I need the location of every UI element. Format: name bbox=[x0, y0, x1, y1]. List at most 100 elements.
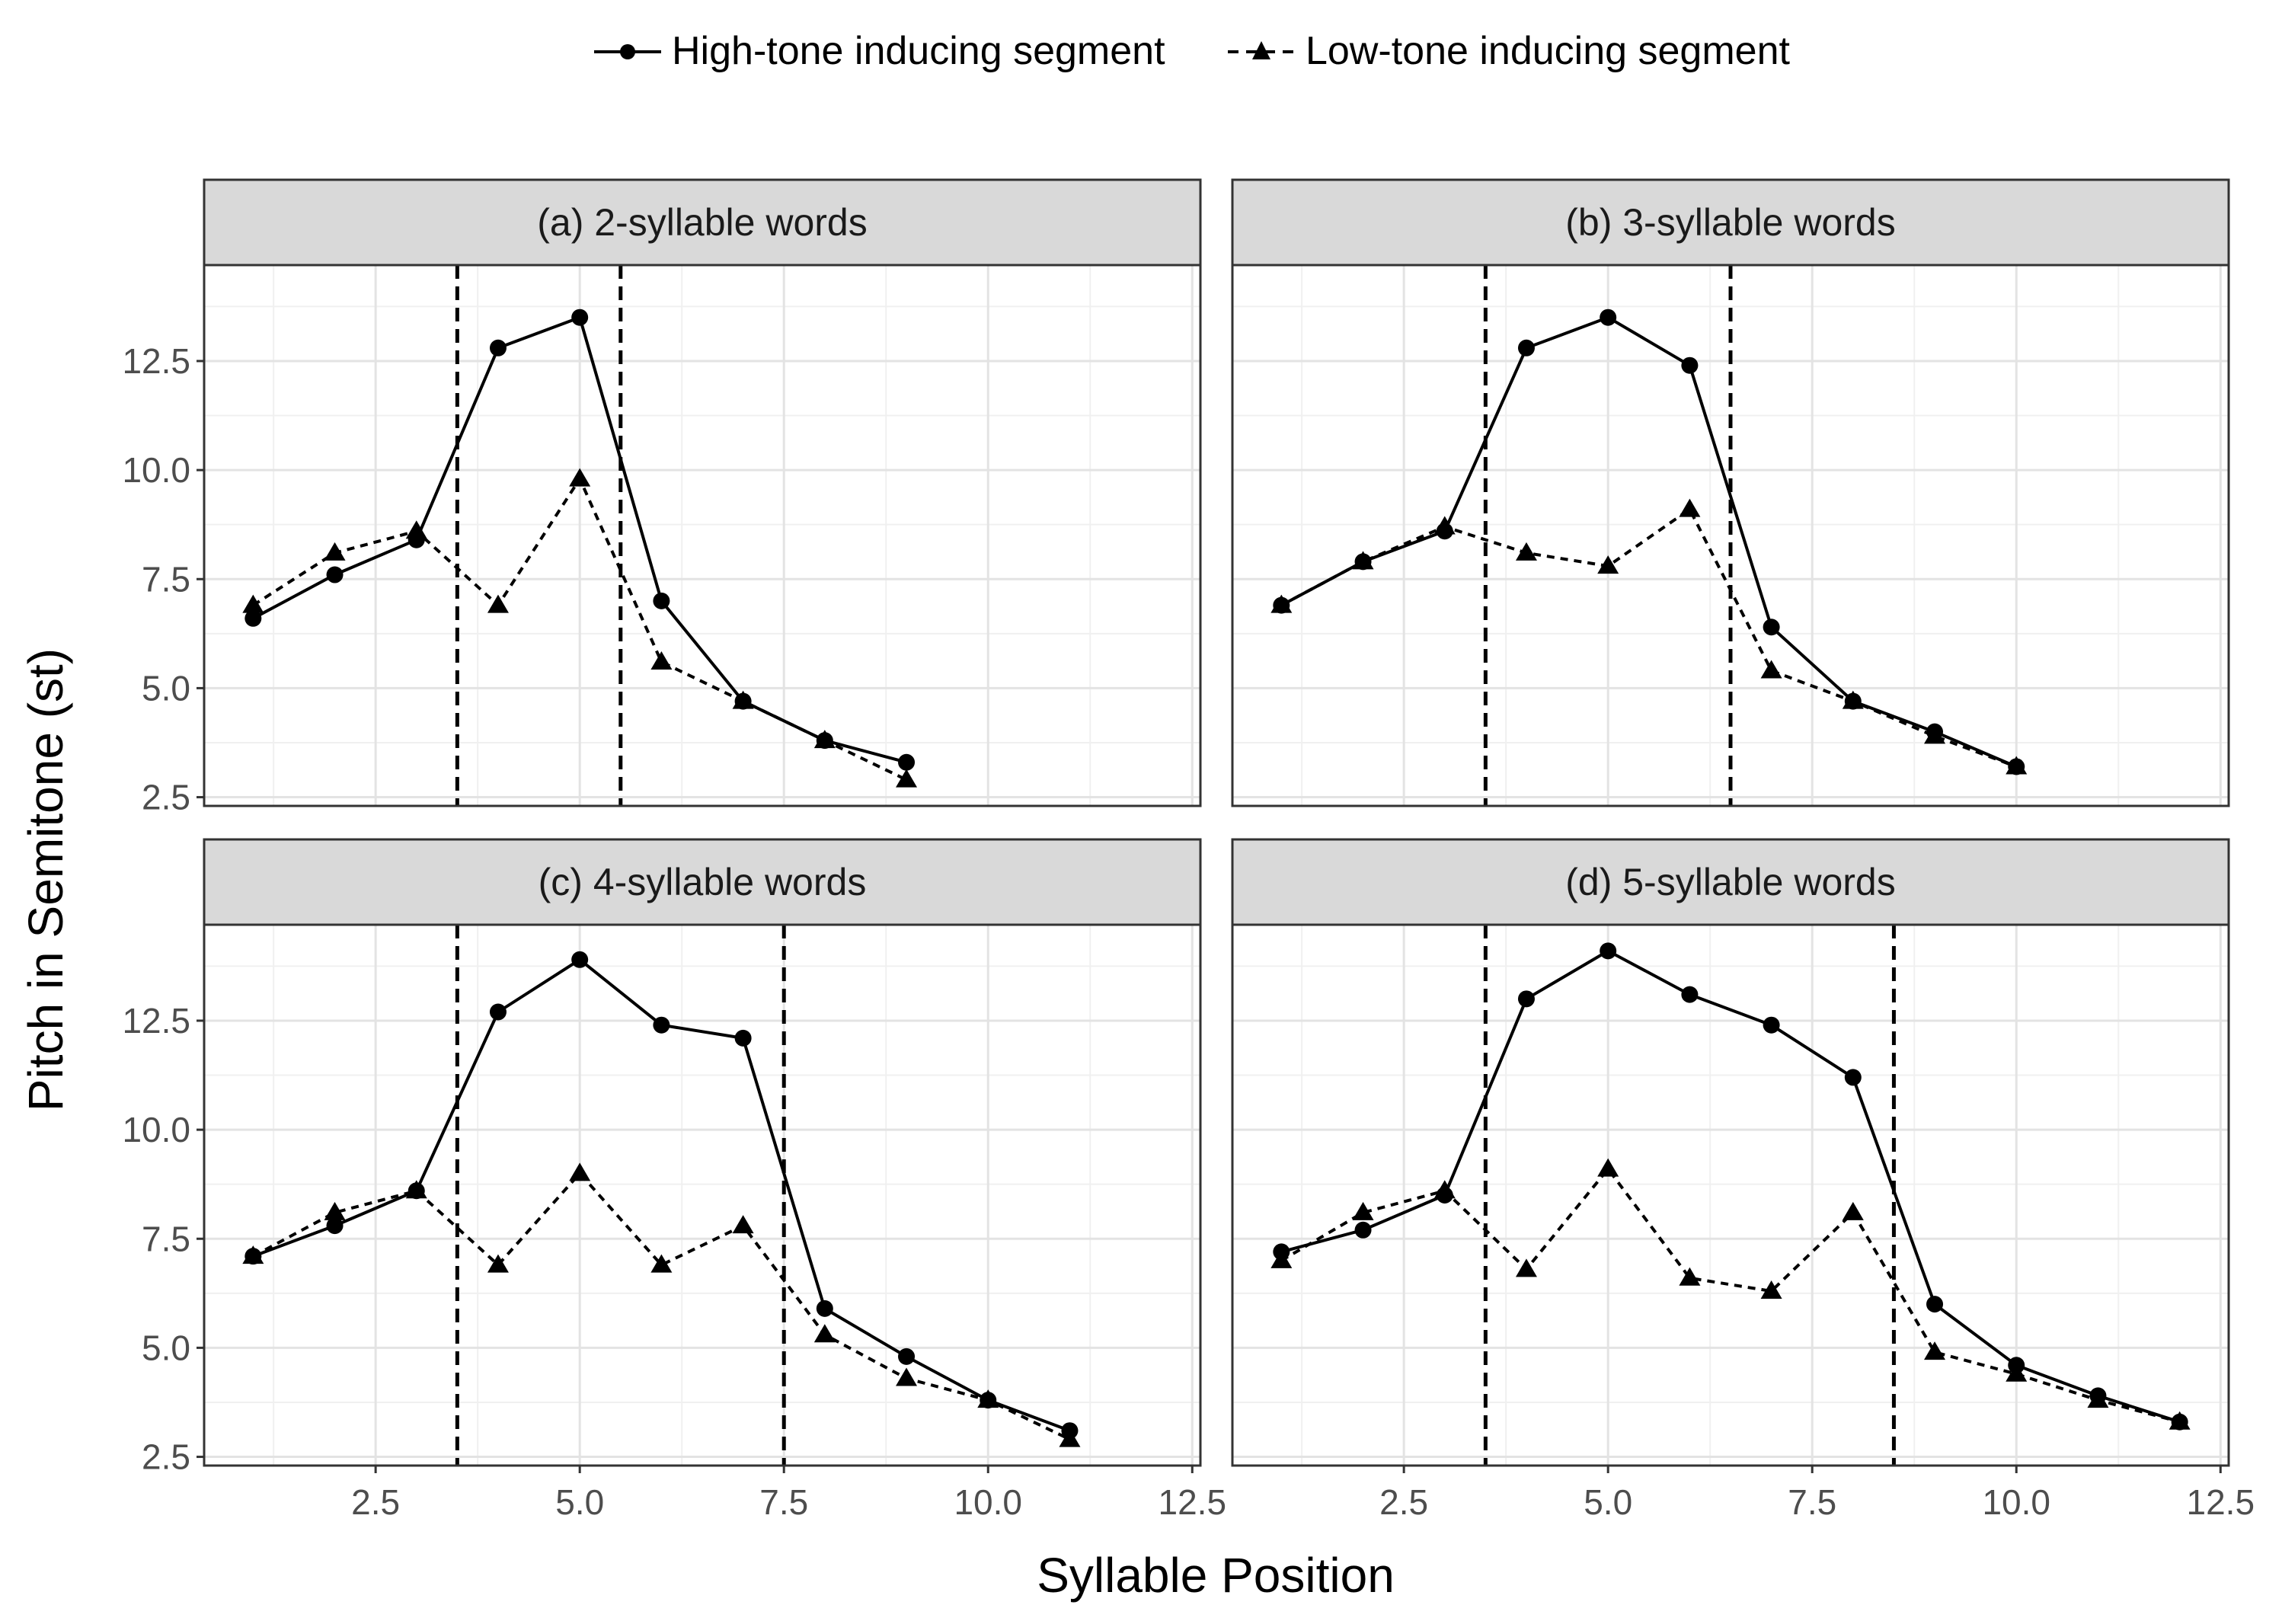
x-tick-label: 2.5 bbox=[351, 1482, 400, 1522]
point-high bbox=[1763, 1016, 1780, 1034]
point-low bbox=[1433, 516, 1456, 535]
point-low bbox=[242, 1245, 264, 1264]
y-tick-label: 7.5 bbox=[142, 559, 190, 599]
point-low bbox=[2006, 756, 2028, 775]
y-tick-label: 5.0 bbox=[142, 668, 190, 708]
panel-title: (d) 5-syllable words bbox=[1565, 861, 1895, 903]
panel-background bbox=[204, 265, 1200, 806]
point-low bbox=[1924, 1341, 1946, 1360]
y-tick-label: 2.5 bbox=[142, 1437, 190, 1477]
series-line-low bbox=[252, 1172, 1071, 1441]
point-low bbox=[732, 690, 754, 709]
point-low bbox=[405, 1180, 427, 1199]
panel-title: (b) 3-syllable words bbox=[1565, 201, 1895, 244]
point-low bbox=[324, 542, 346, 561]
legend-high-marker bbox=[620, 44, 635, 59]
panel-1: (a) 2-syllable words 2.5 5.0 7.5 10.0 12.5 bbox=[122, 178, 1202, 817]
point-low bbox=[813, 730, 836, 749]
point-high bbox=[1517, 990, 1535, 1008]
point-low bbox=[569, 1162, 591, 1181]
panel-border bbox=[1231, 264, 2230, 807]
point-low bbox=[1515, 542, 1537, 561]
point-low bbox=[732, 1215, 754, 1234]
point-high bbox=[489, 339, 507, 356]
panel-background bbox=[1232, 925, 2229, 1466]
point-high bbox=[653, 1016, 670, 1034]
point-low bbox=[1842, 690, 1864, 709]
series-line-high bbox=[1280, 949, 2181, 1424]
panel-title: (c) 4-syllable words bbox=[539, 861, 867, 903]
x-tick-label: 10.0 bbox=[1982, 1482, 2050, 1522]
panel-2: (b) 3-syllable words bbox=[1231, 178, 2230, 807]
x-tick-label: 5.0 bbox=[1584, 1482, 1632, 1522]
panel-3: (c) 4-syllable words 2.5 5.0 7.5 10.0 12.5 2.5… bbox=[122, 838, 1227, 1522]
gridlines bbox=[204, 925, 1200, 1466]
panel-border bbox=[203, 923, 1202, 1467]
point-high bbox=[244, 609, 262, 627]
point-high bbox=[734, 1029, 752, 1047]
panel-background bbox=[204, 925, 1200, 1466]
point-high bbox=[1763, 619, 1780, 636]
point-low bbox=[1760, 1280, 1782, 1299]
point-low bbox=[1059, 1428, 1081, 1447]
point-high bbox=[816, 1300, 833, 1317]
panel-border bbox=[203, 264, 1202, 807]
panel-title: (a) 2-syllable words bbox=[537, 201, 867, 244]
point-low bbox=[2006, 1363, 2028, 1382]
point-low bbox=[813, 1324, 836, 1343]
series-line-low bbox=[1280, 1167, 2181, 1424]
point-low bbox=[1760, 660, 1782, 679]
point-high bbox=[1844, 1069, 1862, 1086]
point-low bbox=[1924, 725, 1946, 744]
point-high bbox=[1354, 1221, 1372, 1239]
y-tick-label: 7.5 bbox=[142, 1219, 190, 1258]
y-tick-label: 12.5 bbox=[122, 1001, 190, 1041]
y-tick-label: 12.5 bbox=[122, 341, 190, 381]
x-tick-label: 12.5 bbox=[1159, 1482, 1227, 1522]
panel-border bbox=[1231, 923, 2230, 1467]
point-low bbox=[1352, 551, 1374, 570]
point-low bbox=[1679, 498, 1701, 517]
point-low bbox=[650, 651, 673, 670]
point-low bbox=[1270, 1249, 1293, 1268]
point-low bbox=[1597, 555, 1619, 574]
point-low bbox=[896, 1367, 918, 1386]
point-low bbox=[1433, 1180, 1456, 1199]
gridlines bbox=[1232, 925, 2229, 1466]
point-high bbox=[326, 566, 344, 583]
panel-strip bbox=[203, 178, 1202, 267]
point-low bbox=[242, 594, 264, 613]
series-line-low bbox=[1280, 507, 2017, 769]
x-axis-title: Syllable Position bbox=[1037, 1548, 1395, 1603]
point-low bbox=[2087, 1389, 2109, 1408]
x-tick-label: 2.5 bbox=[1379, 1482, 1428, 1522]
legend: High-tone inducing segment Low-tone indu… bbox=[594, 29, 1791, 73]
legend-high-label: High-tone inducing segment bbox=[672, 29, 1165, 73]
point-high bbox=[571, 951, 589, 968]
y-tick-label: 2.5 bbox=[142, 778, 190, 817]
x-tick-label: 12.5 bbox=[2187, 1482, 2255, 1522]
panel-strip bbox=[203, 838, 1202, 926]
point-high bbox=[1681, 986, 1699, 1003]
point-low bbox=[1270, 594, 1293, 613]
point-high bbox=[898, 753, 916, 771]
point-low bbox=[2169, 1411, 2191, 1430]
point-low bbox=[1842, 1201, 1864, 1220]
y-tick-label: 10.0 bbox=[122, 450, 190, 490]
point-low bbox=[405, 520, 427, 539]
x-tick-label: 10.0 bbox=[954, 1482, 1022, 1522]
x-tick-label: 7.5 bbox=[1788, 1482, 1836, 1522]
point-low bbox=[1597, 1158, 1619, 1177]
point-high bbox=[898, 1347, 916, 1365]
x-tick-label: 7.5 bbox=[759, 1482, 808, 1522]
point-low bbox=[650, 1254, 673, 1273]
point-high bbox=[1681, 356, 1699, 374]
point-high bbox=[489, 1003, 507, 1021]
point-high bbox=[1600, 308, 1617, 326]
point-low bbox=[896, 769, 918, 788]
point-high bbox=[1600, 942, 1617, 960]
gridlines bbox=[204, 265, 1200, 806]
point-low bbox=[487, 1254, 509, 1273]
legend-low-label: Low-tone inducing segment bbox=[1306, 29, 1791, 73]
